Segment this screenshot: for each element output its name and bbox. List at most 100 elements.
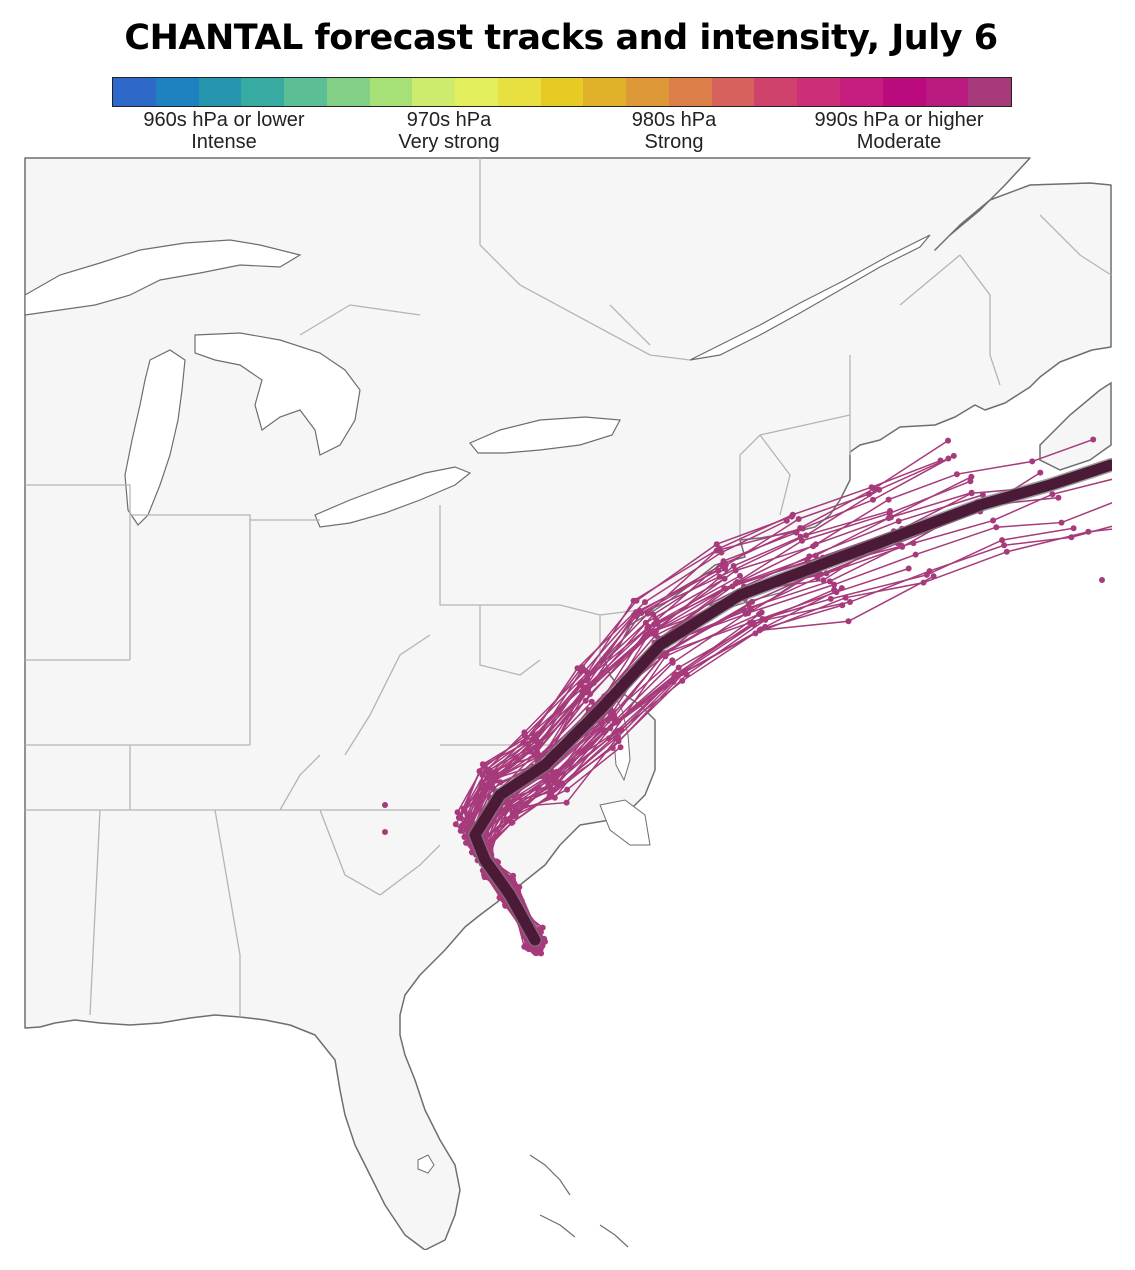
track-point — [930, 573, 937, 580]
track-point — [799, 537, 805, 544]
lake-erie — [314, 466, 472, 528]
colorbar-swatch — [113, 78, 156, 106]
track-point — [979, 491, 986, 498]
track-point — [1003, 548, 1010, 555]
track-point — [578, 668, 584, 675]
track-point — [845, 618, 852, 625]
track-point — [729, 583, 736, 590]
track-point — [968, 490, 975, 497]
track-point — [479, 772, 486, 779]
track-point — [549, 786, 556, 793]
track-point — [783, 517, 790, 524]
track-point — [463, 839, 469, 846]
track-point — [678, 670, 685, 677]
st-lawrence-river — [689, 234, 931, 361]
track-point — [1085, 528, 1092, 535]
track-point — [732, 567, 739, 574]
track-point — [1090, 436, 1097, 443]
track-point — [967, 478, 974, 485]
colorbar-label-980s-pressure: 980s hPa — [631, 109, 717, 131]
colorbar-swatch — [754, 78, 798, 106]
track-point — [611, 713, 618, 720]
chart-title: CHANTAL forecast tracks and intensity, J… — [124, 18, 998, 58]
track-point — [993, 524, 1000, 531]
colorbar-swatch — [326, 78, 370, 106]
track-point — [1029, 458, 1036, 465]
track-point — [633, 613, 640, 620]
colorbar-swatch — [284, 78, 327, 106]
track-point — [868, 484, 875, 491]
track-point — [968, 473, 975, 480]
colorbar-swatch — [455, 78, 498, 106]
bahamas — [529, 1154, 629, 1248]
track-point — [461, 807, 468, 814]
track-point — [898, 542, 905, 549]
track-point — [820, 577, 827, 584]
lake-huron — [194, 332, 361, 456]
mean-track-line — [469, 459, 1112, 946]
track-point — [615, 727, 622, 734]
colorbar-swatch — [626, 78, 669, 106]
track-point — [546, 773, 553, 780]
track-point — [645, 623, 652, 630]
state-borders — [25, 158, 1112, 1017]
track-point — [534, 948, 541, 954]
track-point — [669, 659, 676, 666]
colorbar-swatch — [497, 78, 541, 106]
colorbar-label-990s: 990s hPa or higher Moderate — [789, 109, 1009, 153]
track-point — [756, 627, 763, 634]
track-point — [713, 547, 720, 554]
track-point — [642, 599, 648, 606]
track-point — [598, 720, 605, 727]
lake-okeechobee — [417, 1154, 435, 1174]
track-point — [563, 799, 570, 806]
colorbar-swatch — [198, 78, 242, 106]
track-point — [463, 815, 470, 822]
track-point — [495, 859, 501, 866]
track-point — [1055, 494, 1062, 501]
track-point — [885, 496, 892, 503]
track-point — [812, 541, 819, 548]
track-point — [742, 610, 749, 617]
track-point — [827, 595, 834, 602]
colorbar-label-960s-category: Intense — [191, 131, 257, 153]
track-point — [516, 884, 523, 891]
colorbar-label-990s-pressure: 990s hPa or higher — [814, 109, 984, 131]
colorbar-swatch — [925, 78, 969, 106]
lake-superior — [24, 239, 302, 316]
track-point — [885, 515, 892, 522]
track-point — [615, 733, 621, 740]
track-point — [1037, 469, 1044, 476]
colorbar-swatch — [241, 78, 285, 106]
track-point — [793, 529, 800, 536]
track-point — [950, 452, 957, 459]
track-point — [1049, 491, 1056, 498]
track-point — [679, 677, 686, 684]
track-point — [799, 525, 806, 532]
track-point — [910, 540, 917, 547]
track-point — [675, 664, 682, 671]
track-point — [945, 437, 951, 444]
track-point — [382, 802, 388, 808]
track-point — [737, 572, 743, 579]
colorbar-swatch — [840, 78, 883, 106]
land-maritimes — [1039, 381, 1112, 471]
track-point — [382, 829, 388, 835]
track-point — [895, 518, 902, 525]
track-point — [945, 455, 952, 462]
track-point — [503, 816, 510, 823]
colorbar-label-970s: 970s hPa Very strong — [339, 109, 559, 153]
track-point — [481, 761, 488, 768]
track-point — [842, 594, 849, 601]
track-point — [905, 565, 912, 572]
colorbar-swatch — [711, 78, 755, 106]
colorbar-label-970s-pressure: 970s hPa — [406, 109, 492, 131]
track-point — [1058, 519, 1065, 526]
track-point — [662, 653, 669, 660]
track-point — [564, 786, 571, 793]
colorbar-swatch — [668, 78, 712, 106]
track-point — [487, 778, 494, 785]
track-point — [814, 574, 821, 581]
track-point — [720, 558, 727, 565]
track-point — [999, 537, 1006, 544]
